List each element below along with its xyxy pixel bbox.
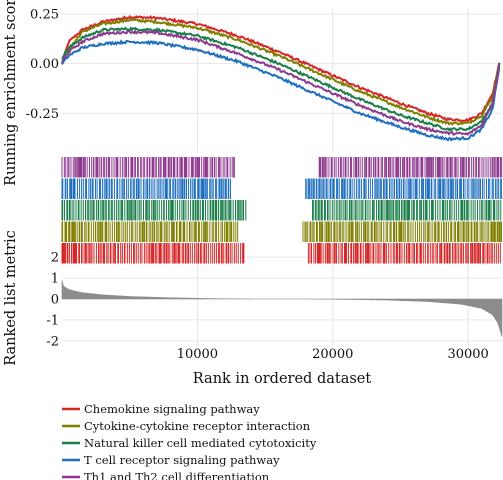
es-y-tick-label-0: 0.25 <box>30 7 59 22</box>
x-tick-label-0: 10000 <box>177 347 218 362</box>
es-y-tick-label-1: 0.00 <box>30 57 59 72</box>
enrichment-y-axis-title: Running enrichment score <box>3 0 19 186</box>
hit-rug-2 <box>62 200 501 221</box>
legend-label-3: T cell receptor signaling pathway <box>84 453 280 467</box>
metric-y-tick-label-1: 1 <box>51 272 59 287</box>
gene-hit-rugs <box>62 157 502 264</box>
es-y-tick-label-2: -0.25 <box>26 107 59 122</box>
legend-label-0: Chemokine signaling pathway <box>84 402 260 416</box>
hit-rug-3 <box>62 179 501 200</box>
hit-rug-1 <box>62 222 501 243</box>
enrichment-curves <box>62 16 499 140</box>
metric-y-tick-label-0: 2 <box>51 251 59 266</box>
metric-y-tick-label-2: 0 <box>51 293 59 308</box>
ranked-metric-area <box>62 280 502 336</box>
legend: Chemokine signaling pathway Cytokine-cyto… <box>62 402 317 480</box>
metric-y-axis-title: Ranked list metric <box>3 230 19 366</box>
x-tick-label-1: 20000 <box>312 347 353 362</box>
legend-label-2: Natural killer cell mediated cytotoxicit… <box>84 436 317 450</box>
hit-rug-0 <box>62 243 500 264</box>
hit-rug-4 <box>62 157 502 178</box>
legend-label-1: Cytokine-cytokine receptor interaction <box>84 419 311 433</box>
x-axis-title: Rank in ordered dataset <box>193 371 372 387</box>
metric-y-tick-label-4: -2 <box>46 334 59 349</box>
x-tick-label-2: 30000 <box>447 347 488 362</box>
legend-label-4: Th1 and Th2 cell differentiation <box>84 470 270 480</box>
ranked-metric-fill <box>62 280 502 336</box>
metric-y-tick-label-3: -1 <box>46 313 59 328</box>
